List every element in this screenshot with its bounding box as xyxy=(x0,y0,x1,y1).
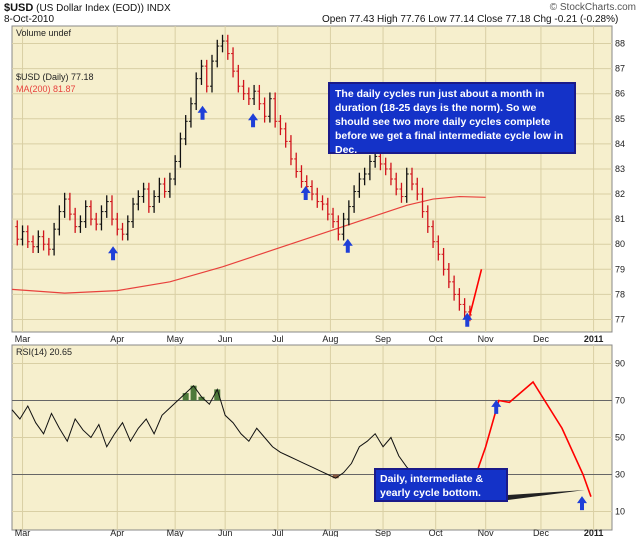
rsi-overbought-fill xyxy=(198,396,205,401)
price-y-tick-label: 81 xyxy=(615,214,625,224)
ma-line xyxy=(11,195,486,294)
price-x-tick-label: Jul xyxy=(272,334,284,344)
price-y-tick-label: 80 xyxy=(615,239,625,249)
exchange-label: INDX xyxy=(146,3,171,14)
top-annotation: The daily cycles run just about a month … xyxy=(328,82,576,156)
rsi-x-tick-label: Nov xyxy=(478,528,495,537)
rsi-x-tick-label: 2011 xyxy=(584,528,604,537)
rsi-x-tick-label: Dec xyxy=(533,528,550,537)
price-x-tick-label: May xyxy=(167,334,185,344)
rsi-title: RSI(14) 20.65 xyxy=(16,347,72,357)
rsi-overbought-fill xyxy=(190,385,197,401)
ohlc-label: Open 77.43 High 77.76 Low 77.14 Close 77… xyxy=(322,14,619,25)
price-x-tick-label: Aug xyxy=(322,334,338,344)
rsi-y-tick-label: 10 xyxy=(615,507,625,517)
volume-label: Volume undef xyxy=(16,28,72,38)
rsi-y-tick-label: 90 xyxy=(615,359,625,369)
rsi-x-tick-label: Apr xyxy=(110,528,124,537)
price-y-tick-label: 82 xyxy=(615,189,625,199)
bottom-annotation: Daily, intermediate & yearly cycle botto… xyxy=(374,468,508,502)
rsi-cycle-arrow xyxy=(491,399,502,414)
price-x-tick-label: Nov xyxy=(478,334,495,344)
price-panel xyxy=(11,25,613,333)
price-x-tick-label: Oct xyxy=(429,334,444,344)
brand-label: © StockCharts.com xyxy=(549,2,636,13)
price-y-tick-label: 88 xyxy=(615,39,625,49)
rsi-x-tick-label: Jul xyxy=(272,528,284,537)
rsi-line xyxy=(11,384,471,493)
price-cycle-arrow xyxy=(300,186,311,201)
rsi-x-tick-label: May xyxy=(167,528,185,537)
price-y-tick-label: 84 xyxy=(615,139,625,149)
rsi-x-tick-label: Jun xyxy=(218,528,233,537)
price-x-tick-label: Mar xyxy=(15,334,31,344)
price-x-tick-label: Apr xyxy=(110,334,124,344)
rsi-overbought-fill xyxy=(214,389,221,401)
name-label: (US Dollar Index (EOD)) xyxy=(36,3,144,14)
date-label: 8-Oct-2010 xyxy=(4,14,55,25)
price-y-tick-label: 87 xyxy=(615,64,625,74)
rsi-overbought-fill xyxy=(182,393,189,401)
callout-pointer xyxy=(508,490,585,500)
rsi-y-tick-label: 50 xyxy=(615,433,625,443)
price-y-tick-label: 85 xyxy=(615,114,625,124)
price-cycle-arrow xyxy=(108,246,119,261)
rsi-oversold-fill xyxy=(332,474,339,479)
price-y-tick-label: 86 xyxy=(615,89,625,99)
price-x-tick-label: Jun xyxy=(218,334,233,344)
chart-header: $USD (US Dollar Index (EOD)) INDX xyxy=(4,2,640,14)
rsi-cycle-arrow xyxy=(577,496,587,511)
price-y-tick-label: 78 xyxy=(615,289,625,299)
ma-label: MA(200) 81.87 xyxy=(16,84,76,94)
price-cycle-arrow xyxy=(248,113,259,128)
price-cycle-arrow xyxy=(342,238,353,253)
price-cycle-arrow xyxy=(197,105,208,120)
symbol-label: $USD xyxy=(4,2,34,14)
price-x-tick-label: 2011 xyxy=(584,334,604,344)
price-projection-line xyxy=(469,269,483,316)
price-x-tick-label: Dec xyxy=(533,334,550,344)
price-y-tick-label: 79 xyxy=(615,264,625,274)
rsi-x-tick-label: Sep xyxy=(375,528,391,537)
price-title: $USD (Daily) 77.18 xyxy=(16,72,94,82)
rsi-y-tick-label: 70 xyxy=(615,396,625,406)
rsi-x-tick-label: Mar xyxy=(15,528,31,537)
price-y-tick-label: 77 xyxy=(615,314,625,324)
rsi-x-tick-label: Aug xyxy=(322,528,338,537)
rsi-y-tick-label: 30 xyxy=(615,470,625,480)
rsi-projection-line xyxy=(469,380,592,497)
rsi-x-tick-label: Oct xyxy=(429,528,444,537)
price-x-tick-label: Sep xyxy=(375,334,391,344)
price-cycle-arrow xyxy=(462,312,473,327)
price-y-tick-label: 83 xyxy=(615,164,625,174)
